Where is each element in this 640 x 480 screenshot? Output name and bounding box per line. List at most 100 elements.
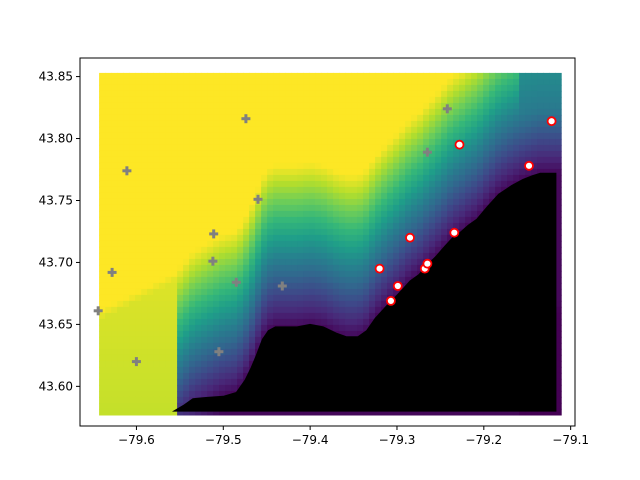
field-cell (363, 108, 370, 116)
field-cell (441, 228, 448, 236)
x-tick-label: −79.3 (379, 433, 416, 447)
field-cell (171, 288, 178, 296)
field-cell (231, 240, 238, 248)
field-cell (315, 96, 322, 104)
field-cell (507, 156, 514, 164)
field-cell (159, 162, 166, 170)
field-cell (381, 120, 388, 128)
field-cell (519, 138, 526, 146)
field-cell (141, 300, 148, 308)
field-cell (519, 126, 526, 134)
field-cell (243, 150, 250, 158)
field-cell (297, 210, 304, 218)
field-cell (171, 306, 178, 314)
field-cell (291, 174, 298, 182)
field-cell (195, 222, 202, 230)
field-cell (285, 108, 292, 116)
field-cell (333, 252, 340, 260)
plus-marker-9 (253, 194, 263, 204)
field-cell (165, 204, 172, 212)
field-cell (177, 330, 184, 338)
field-cell (207, 378, 214, 386)
field-cell (237, 84, 244, 92)
field-cell (213, 234, 220, 242)
field-cell (555, 228, 562, 236)
field-cell (147, 402, 154, 410)
field-cell (285, 270, 292, 278)
field-cell (219, 192, 226, 200)
field-cell (267, 96, 274, 104)
field-cell (183, 204, 190, 212)
field-cell (177, 156, 184, 164)
field-cell (153, 138, 160, 146)
field-cell (555, 306, 562, 314)
field-cell (471, 132, 478, 140)
field-cell (219, 222, 226, 230)
field-cell (105, 228, 112, 236)
field-cell (447, 222, 454, 230)
field-cell (237, 264, 244, 272)
field-cell (441, 162, 448, 170)
field-cell (129, 276, 136, 284)
field-cell (339, 252, 346, 260)
field-cell (195, 348, 202, 356)
field-cell (165, 90, 172, 98)
field-cell (201, 180, 208, 188)
field-cell (501, 408, 508, 416)
field-cell (279, 174, 286, 182)
field-cell (291, 90, 298, 98)
field-cell (237, 282, 244, 290)
field-cell (285, 306, 292, 314)
field-cell (129, 72, 136, 80)
field-cell (129, 336, 136, 344)
field-cell (363, 210, 370, 218)
field-cell (225, 300, 232, 308)
field-cell (417, 240, 424, 248)
field-cell (231, 138, 238, 146)
circle-marker-3 (405, 232, 415, 243)
field-cell (555, 264, 562, 272)
field-cell (159, 168, 166, 176)
field-cell (153, 144, 160, 152)
field-cell (381, 174, 388, 182)
field-cell (147, 120, 154, 128)
field-cell (549, 162, 556, 170)
field-cell (321, 90, 328, 98)
field-cell (207, 174, 214, 182)
field-cell (399, 408, 406, 416)
field-cell (363, 276, 370, 284)
field-cell (285, 174, 292, 182)
field-cell (171, 258, 178, 266)
field-cell (201, 312, 208, 320)
field-cell (357, 294, 364, 302)
field-cell (129, 354, 136, 362)
field-cell (489, 108, 496, 116)
field-cell (333, 294, 340, 302)
field-cell (225, 342, 232, 350)
field-cell (219, 312, 226, 320)
field-cell (105, 96, 112, 104)
field-cell (387, 72, 394, 80)
field-cell (363, 216, 370, 224)
field-cell (495, 168, 502, 176)
field-cell (225, 354, 232, 362)
field-cell (249, 114, 256, 122)
field-cell (291, 264, 298, 272)
field-cell (183, 408, 190, 416)
field-cell (231, 324, 238, 332)
field-cell (507, 96, 514, 104)
field-cell (249, 234, 256, 242)
field-cell (423, 102, 430, 110)
field-cell (345, 120, 352, 128)
field-cell (309, 162, 316, 170)
field-cell (555, 402, 562, 410)
field-cell (417, 222, 424, 230)
field-cell (489, 126, 496, 134)
field-cell (153, 318, 160, 326)
field-cell (345, 330, 352, 338)
field-cell (159, 288, 166, 296)
field-cell (273, 84, 280, 92)
plus-marker-vbar (134, 357, 138, 367)
field-cell (123, 126, 130, 134)
field-cell (123, 372, 130, 380)
